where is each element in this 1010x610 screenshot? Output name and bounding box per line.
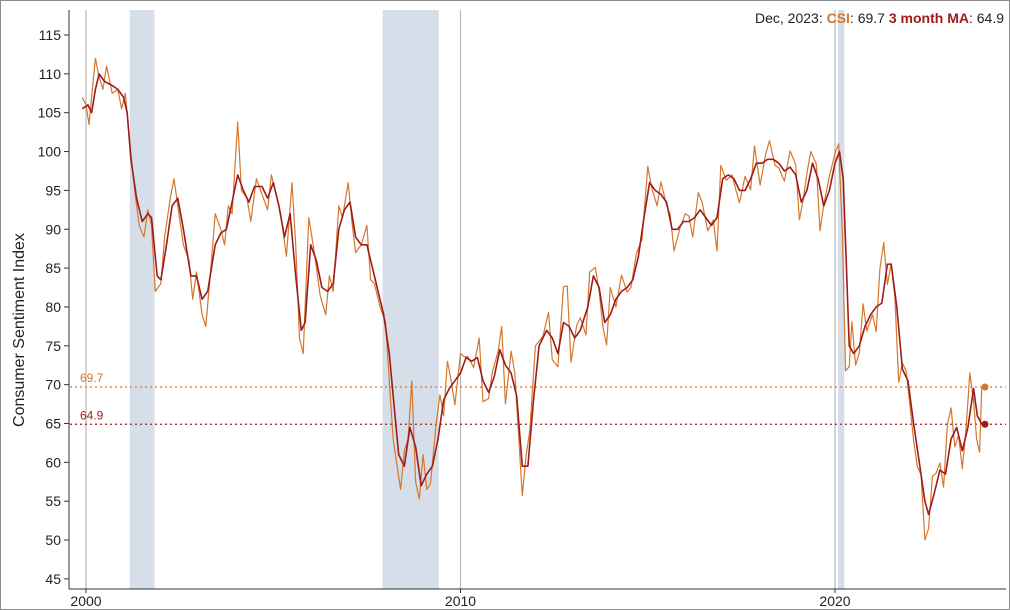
y-tick-label-60: 60	[45, 454, 61, 470]
annotation-date: Dec, 2023	[755, 10, 819, 26]
decade-markers	[85, 10, 836, 589]
recession-shading	[129, 10, 845, 589]
reference-label-1: 69.7	[80, 371, 104, 385]
y-tick-label-50: 50	[45, 532, 61, 548]
annotation-ma-value: 64.9	[977, 10, 1004, 26]
axes	[68, 10, 1006, 590]
series-line-ma	[81, 73, 983, 516]
ma-end-marker	[981, 420, 989, 428]
y-tick-label-105: 105	[38, 105, 62, 121]
csi-end-marker	[981, 383, 989, 391]
recession-band-3	[837, 10, 845, 589]
y-tick-label-85: 85	[45, 260, 61, 276]
y-ticks: 45 50 55 60 65 70 75 80 85 90 95 100 105 110 115	[38, 27, 69, 587]
y-tick-label-80: 80	[45, 299, 61, 315]
x-tick-label-2000: 2000	[70, 593, 101, 609]
annotation-csi-label: CSI	[827, 10, 850, 26]
recession-band-1	[129, 10, 155, 589]
end-markers	[981, 383, 989, 428]
y-tick-label-100: 100	[38, 144, 62, 160]
y-tick-label-75: 75	[45, 338, 61, 354]
series-line-csi	[81, 57, 983, 541]
y-tick-label-55: 55	[45, 493, 61, 509]
y-tick-label-70: 70	[45, 377, 61, 393]
latest-annotation: Dec, 2023: CSI: 69.7 3 month MA: 64.9	[755, 10, 1004, 26]
x-tick-label-2010: 2010	[445, 593, 476, 609]
recession-band-2	[382, 10, 439, 589]
annotation-csi-value: 69.7	[858, 10, 885, 26]
reference-label-2: 64.9	[80, 408, 104, 422]
series	[81, 57, 983, 541]
y-tick-label-90: 90	[45, 221, 61, 237]
y-tick-label-65: 65	[45, 416, 61, 432]
y-tick-label-45: 45	[45, 571, 61, 587]
reference-lines: 69.7 64.9	[70, 371, 1006, 425]
y-tick-label-95: 95	[45, 182, 61, 198]
x-tick-label-2020: 2020	[819, 593, 850, 609]
x-ticks: 2000 2010 2020	[70, 589, 851, 609]
y-axis-label: Consumer Sentiment Index	[11, 233, 28, 427]
annotation-ma-label: 3 month MA	[889, 10, 969, 26]
y-tick-label-110: 110	[39, 66, 62, 82]
y-tick-label-115: 115	[39, 27, 62, 43]
